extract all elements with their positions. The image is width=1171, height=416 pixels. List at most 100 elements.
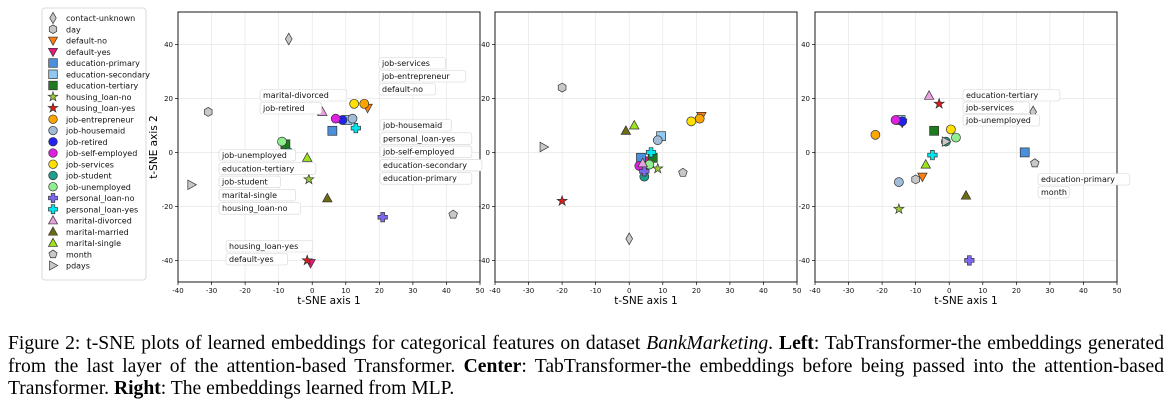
legend-label: education-secondary (66, 70, 150, 79)
x-tick-label: 0 (310, 287, 314, 295)
legend-marker-job-unemployed (48, 182, 58, 192)
legend-marker-job-student (48, 170, 58, 181)
legend-marker-marital-married (47, 226, 59, 236)
x-tick-label: 30 (725, 287, 734, 295)
legend-marker-education-primary (48, 58, 58, 68)
point-job-entrepreneur (359, 98, 370, 109)
legend-marker-day (48, 24, 58, 34)
point-housing_loan-no (302, 173, 315, 185)
axes-frame (177, 11, 481, 283)
point-pdays (941, 136, 952, 147)
annotation-label: education-secondary (383, 161, 467, 170)
annotation-label: job-retired (262, 104, 305, 113)
y-tick-label: 20 (801, 95, 810, 103)
y-tick-label: 20 (164, 95, 173, 103)
x-tick-label: -10 (273, 287, 284, 295)
x-tick-label: 30 (408, 287, 417, 295)
point-marital-married (322, 192, 333, 203)
legend-label: job-retired (65, 138, 108, 147)
x-tick-label: -10 (910, 287, 921, 295)
legend-marker-month (48, 249, 58, 259)
y-tick-label: -40 (479, 257, 490, 265)
tsne-figure: contact-unknown day default-no default-yes e… (41, 7, 1131, 307)
point-default-no (917, 172, 928, 183)
legend-label: month (66, 250, 92, 259)
point-job-entrepreneur (870, 130, 881, 140)
annotation-label: education-tertiary (222, 164, 294, 173)
point-job-services (349, 98, 360, 109)
point-job-self-employed (890, 115, 901, 125)
point-day (557, 82, 567, 93)
point-job-unemployed (277, 136, 287, 147)
annotation-label: job-entrepreneur (381, 72, 450, 81)
caption-center-bold: Center (463, 355, 522, 377)
caption-dataset: BankMarketing (646, 333, 769, 354)
legend-label: job-unemployed (65, 183, 131, 192)
legend-label: job-entrepreneur (65, 115, 134, 124)
point-education-tertiary (929, 125, 939, 136)
point-month (448, 209, 458, 219)
annotation-label: housing_loan-no (222, 204, 288, 213)
legend-marker-job-services (48, 159, 58, 169)
y-tick-label: 40 (801, 41, 810, 49)
caption-after-dataset: . (768, 333, 780, 354)
point-marital-single (628, 119, 640, 130)
y-tick-label: 0 (169, 149, 173, 157)
x-tick-label: -20 (876, 287, 887, 295)
x-tick-label: 20 (692, 287, 701, 295)
point-housing_loan-no (651, 162, 664, 174)
caption-left-bold: Left (779, 333, 814, 354)
annotation-label: job-services (965, 104, 1014, 113)
point-contact-unknown (625, 232, 634, 246)
annotations: education-tertiary job-services job-unempl… (962, 89, 1131, 199)
x-tick-label: 0 (947, 287, 951, 295)
legend-marker-job-housemaid (48, 125, 58, 136)
y-axis-label: t-SNE axis 2 (148, 115, 160, 178)
y-tick-label: -40 (799, 257, 810, 265)
x-tick-label: 0 (627, 287, 631, 295)
legend-label: job-student (65, 172, 112, 181)
legend-label: housing_loan-no (66, 93, 132, 102)
legend-label: job-self-employed (65, 149, 137, 158)
point-day (911, 174, 920, 185)
point-job-self-employed (330, 113, 341, 124)
point-month (1030, 158, 1040, 168)
annotation-label: education-primary (383, 174, 457, 183)
annotation-label: education-primary (1041, 175, 1115, 184)
legend-marker-pdays (49, 260, 59, 271)
x-tick-label: 20 (375, 287, 384, 295)
panel-center: -40 -30 -20 -10 0 10 20 30 40 50 -40 -20 0 20 40 t-SNE … (479, 11, 801, 307)
annotation-label: job-unemployed (965, 116, 1031, 125)
legend-marker-job-self-employed (48, 148, 58, 158)
point-job-services (946, 124, 956, 135)
panel-left: -40 -30 -20 -10 0 10 20 30 40 50 -40 -20 0 20 40 t-SNE … (148, 11, 484, 307)
point-personal_loan-yes (350, 123, 361, 134)
annotation-label: job-housemaid (382, 121, 442, 130)
x-tick-label: -40 (809, 287, 820, 295)
x-tick-label: 50 (1113, 287, 1122, 295)
caption-right-text: : The embeddings learned from MLP. (160, 378, 455, 399)
point-marital-divorced (637, 157, 648, 168)
point-pdays (187, 179, 198, 191)
legend-marker-personal_loan-yes (48, 204, 58, 215)
legend-label: marital-single (66, 239, 121, 248)
legend-label: marital-divorced (66, 217, 132, 226)
point-job-housemaid (894, 177, 904, 187)
y-tick-label: -20 (162, 203, 173, 211)
caption-label: Figure 2: t-SNE plots of learned embeddi… (8, 333, 647, 354)
point-marital-single (920, 158, 932, 169)
legend-marker-job-entrepreneur (48, 114, 58, 124)
x-axis-label: t-SNE axis 1 (934, 295, 997, 307)
y-tick-label: 0 (806, 149, 810, 157)
x-tick-label: 30 (1045, 287, 1054, 295)
point-job-housemaid (652, 135, 663, 146)
point-job-services (686, 116, 697, 127)
legend-label: personal_loan-no (66, 194, 135, 203)
annotation-label: personal_loan-yes (383, 134, 455, 143)
point-pdays (539, 141, 550, 153)
legend-label: job-services (65, 160, 114, 169)
caption-right-bold: Right (113, 378, 161, 399)
x-tick-label: -10 (590, 287, 601, 295)
legend-marker-housing_loan-no (47, 90, 59, 102)
legend-marker-default-yes (47, 47, 59, 58)
